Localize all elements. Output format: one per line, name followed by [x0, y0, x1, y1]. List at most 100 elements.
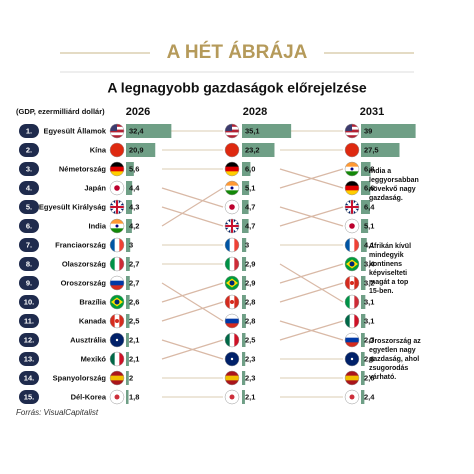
flag-globe — [114, 299, 120, 305]
flag-dot — [350, 167, 354, 171]
value-label: 2,5 — [129, 316, 139, 325]
note-line: mindegyik — [369, 252, 404, 259]
country-name: Olaszország — [62, 259, 107, 268]
flag-ring — [344, 218, 360, 234]
rank-connector — [161, 339, 224, 360]
flag-stripe — [110, 171, 124, 176]
rank: 1. — [26, 126, 32, 135]
flag-ring — [224, 180, 240, 196]
rank-badge — [19, 200, 39, 214]
country-name: Oroszország — [61, 278, 107, 287]
flag — [225, 390, 239, 404]
flag-canton — [225, 124, 232, 131]
value-label: 6,8 — [364, 164, 374, 173]
value-label: 2,3 — [245, 354, 255, 363]
flag — [345, 257, 359, 271]
rank: 4. — [26, 183, 32, 192]
flag-ring — [224, 370, 240, 386]
flag-ring — [224, 256, 240, 272]
flag-globe — [229, 280, 235, 286]
flag-stripe — [110, 276, 124, 281]
flag-dot — [349, 394, 355, 400]
flag-ring — [109, 123, 125, 139]
flag-stripe — [225, 314, 239, 319]
flag-stripe — [349, 295, 355, 309]
flag-dot — [115, 224, 119, 228]
flag-ring — [344, 256, 360, 272]
value-label: 27,5 — [364, 145, 379, 154]
flag — [110, 295, 124, 309]
flag — [110, 238, 124, 252]
value-label: 3 — [245, 240, 249, 249]
value-label: 5,6 — [129, 164, 139, 173]
value-label: 2,7 — [364, 335, 374, 344]
gdp-bar — [126, 390, 129, 404]
flag — [110, 390, 124, 404]
flag — [110, 143, 124, 157]
gdp-bar — [242, 162, 251, 176]
flag-stripe — [114, 238, 120, 252]
flag-stripe — [345, 342, 359, 347]
gdp-bar — [126, 219, 132, 233]
rank: 5. — [26, 202, 32, 211]
flag-cross — [110, 200, 124, 214]
gdp-bar — [242, 314, 246, 328]
flag-dot — [229, 204, 235, 210]
flag-ring — [109, 237, 125, 253]
gdp-bar — [242, 257, 247, 271]
flag — [345, 143, 359, 157]
rank-badge — [19, 219, 39, 233]
value-label: 2,7 — [129, 278, 139, 287]
note: Oroszország az egyetlen nagy gazdaság, aho… — [369, 338, 421, 381]
flag-stripe — [110, 132, 124, 136]
gdp-bar — [242, 352, 246, 366]
flag-dot — [229, 394, 235, 400]
value-label: 2,6 — [129, 297, 139, 306]
note-line: India a — [369, 168, 391, 175]
flag-stripe — [234, 295, 239, 309]
gdp-bar — [242, 371, 246, 385]
flag-stripe — [345, 380, 359, 385]
flag — [345, 162, 359, 176]
flag-globe — [349, 261, 355, 267]
flag — [345, 276, 359, 290]
flag-stripe — [349, 314, 355, 328]
gdp-bar — [361, 333, 365, 347]
flag — [110, 276, 124, 290]
flag-stripe — [354, 238, 359, 252]
flag-ring — [344, 294, 360, 310]
header: A HÉT ÁBRÁJA — [167, 41, 308, 63]
flag — [345, 124, 359, 138]
flag — [225, 257, 239, 271]
value-label: 3 — [129, 240, 133, 249]
gdp-bar — [361, 352, 365, 366]
gdp-bar — [361, 390, 365, 404]
value-label: 4,7 — [245, 202, 255, 211]
note: Afrikán kívül mindegyik kontinens képviselt… — [369, 243, 411, 295]
value-label: 35,1 — [245, 126, 260, 135]
flag-stripe — [354, 314, 359, 328]
gdp-bar — [242, 390, 245, 404]
flag-stripe — [110, 285, 124, 290]
flag-ring — [224, 123, 240, 139]
flag — [345, 219, 359, 233]
rank-connector — [279, 206, 344, 227]
flag-ring — [224, 161, 240, 177]
value-label: 2,1 — [129, 354, 139, 363]
note-line: Oroszország az — [369, 338, 421, 345]
gdp-bar — [242, 238, 247, 252]
gdp-bar — [126, 257, 130, 271]
gdp-bar — [126, 314, 130, 328]
rank-badge — [19, 276, 39, 290]
flag — [345, 371, 359, 385]
flag-stripe — [110, 219, 124, 224]
flag-stripe — [110, 129, 124, 133]
rank-badge — [19, 295, 39, 309]
flag-ring — [344, 199, 360, 215]
flag-stripe — [354, 276, 359, 290]
value-label: 39 — [364, 126, 372, 135]
flag-ring — [344, 275, 360, 291]
flag-ring — [109, 370, 125, 386]
flag-stripe — [345, 276, 350, 290]
